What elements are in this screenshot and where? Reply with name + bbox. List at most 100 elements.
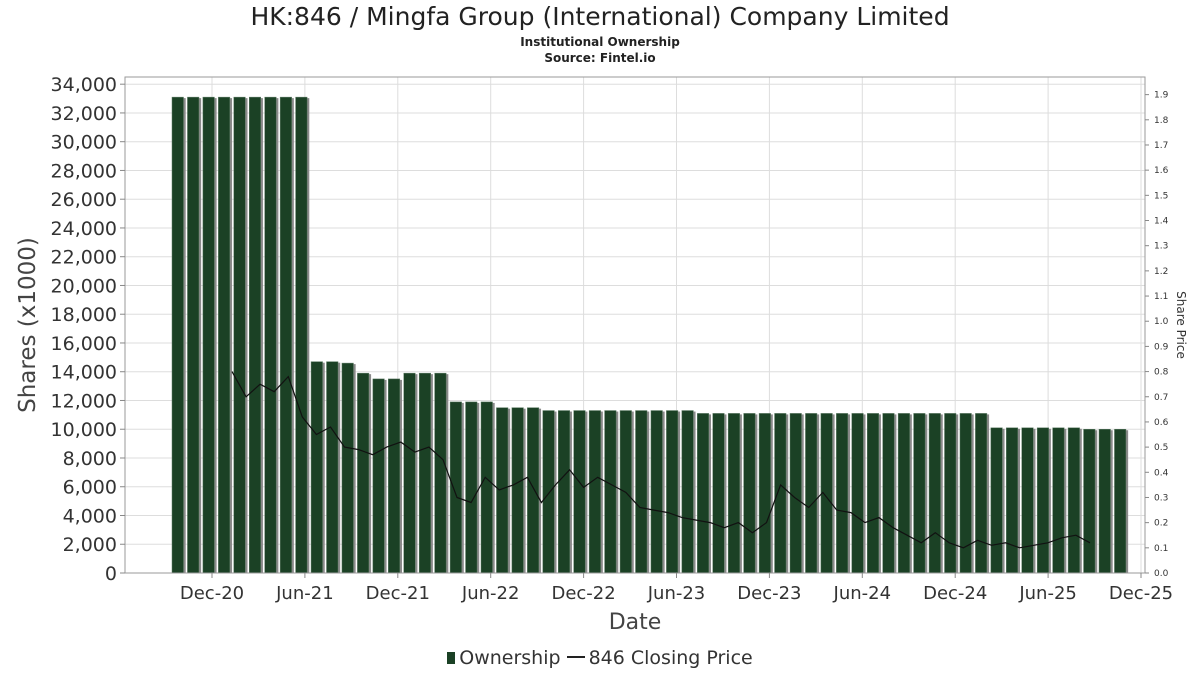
- y2-tick-label: 0.6: [1154, 418, 1169, 428]
- ownership-bar: [403, 372, 416, 574]
- y-axis-title: Shares (x1000): [15, 237, 41, 413]
- y2-tick-label: 0.8: [1154, 368, 1169, 378]
- ownership-bar: [805, 413, 818, 574]
- y-tick-label: 18,000: [51, 304, 117, 326]
- y2-tick-label: 1.1: [1154, 292, 1168, 302]
- ownership-bars: [171, 96, 1129, 574]
- ownership-bar: [388, 378, 401, 574]
- ownership-bar: [1052, 427, 1065, 574]
- ownership-bar: [789, 413, 802, 574]
- y2-tick-label: 0.7: [1154, 393, 1168, 403]
- x-axis-title: Date: [609, 610, 662, 635]
- ownership-bar: [743, 413, 756, 574]
- ownership-bar: [990, 427, 1003, 574]
- ownership-bar: [218, 96, 231, 574]
- y2-tick-label: 1.7: [1154, 141, 1168, 151]
- ownership-bar: [867, 413, 879, 574]
- y-tick-label: 12,000: [51, 390, 117, 412]
- ownership-bar: [449, 401, 462, 574]
- ownership-bar: [310, 361, 323, 574]
- y2-tick-label: 1.4: [1154, 217, 1169, 227]
- ownership-bar: [697, 413, 710, 574]
- ownership-bar: [1021, 427, 1034, 574]
- price-line-layer: [231, 371, 1091, 549]
- y2-tick-label: 0.3: [1154, 493, 1168, 503]
- ownership-bar: [372, 378, 385, 574]
- ownership-bar: [959, 413, 972, 574]
- ownership-bar: [944, 413, 957, 574]
- ownership-bar: [727, 413, 740, 574]
- y-tick-label: 32,000: [51, 103, 117, 125]
- x-tick-label: Dec-23: [737, 583, 801, 604]
- chart-subtitle-line-2: Source: Fintel.io: [544, 51, 656, 65]
- y2-tick-label: 1.2: [1154, 267, 1168, 277]
- y-tick-label: 0: [105, 563, 117, 585]
- y2-tick-label: 0.4: [1154, 468, 1169, 478]
- ownership-bar: [758, 413, 771, 574]
- legend-ownership-label: Ownership: [459, 647, 561, 669]
- ownership-bar: [542, 410, 555, 574]
- ownership-bar: [635, 410, 648, 574]
- x-tick-label: Jun-23: [647, 583, 706, 604]
- y2-tick-label: 0.1: [1154, 544, 1168, 554]
- bottom-axis: Dec-20 Jun-21 Dec-21 Jun-22 Dec-22 Jun-23 Dec-…: [180, 573, 1173, 604]
- ownership-bar: [712, 413, 725, 574]
- x-tick-label: Dec-20: [180, 583, 244, 604]
- y2-tick-label: 1.5: [1154, 191, 1168, 201]
- ownership-bar: [171, 96, 184, 574]
- ownership-bar: [975, 413, 988, 574]
- y2-tick-label: 1.3: [1154, 242, 1168, 252]
- y2-tick-label: 0.9: [1154, 342, 1169, 352]
- ownership-bar: [249, 96, 261, 574]
- ownership-bar: [511, 407, 524, 574]
- ownership-bar: [357, 372, 370, 574]
- ownership-bar: [326, 361, 339, 574]
- ownership-bar: [913, 413, 926, 574]
- chart-subtitle-line-1: Institutional Ownership: [520, 35, 680, 49]
- ownership-bar: [666, 410, 679, 574]
- ownership-bar: [233, 96, 246, 574]
- ownership-bar: [558, 410, 570, 574]
- ownership-bar: [573, 410, 586, 574]
- y2-tick-label: 0.0: [1154, 569, 1169, 579]
- ownership-bar: [928, 413, 941, 574]
- ownership-bar: [341, 362, 354, 574]
- y-tick-label: 20,000: [51, 275, 117, 297]
- x-tick-label: Dec-24: [923, 583, 987, 604]
- ownership-bar: [1114, 428, 1127, 574]
- ownership-bar: [295, 96, 308, 574]
- ownership-bar: [418, 372, 431, 574]
- ownership-bar: [1036, 427, 1049, 574]
- y2-tick-label: 1.0: [1154, 317, 1169, 327]
- y-tick-label: 4,000: [63, 505, 117, 527]
- ownership-bar: [1098, 428, 1111, 574]
- ownership-bar: [279, 96, 292, 574]
- x-tick-label: Jun-25: [1018, 583, 1077, 604]
- plot-area-frame: [124, 76, 1146, 574]
- ownership-bar: [836, 413, 849, 574]
- x-tick-label: Dec-22: [551, 583, 615, 604]
- y-tick-label: 10,000: [51, 419, 117, 441]
- y2-axis-title: Share Price: [1174, 291, 1188, 359]
- ownership-bar: [681, 410, 694, 574]
- y2-tick-label: 0.5: [1154, 443, 1168, 453]
- y-tick-label: 16,000: [51, 333, 117, 355]
- y-tick-label: 30,000: [51, 132, 117, 154]
- ownership-bar: [774, 413, 787, 574]
- chart-legend: Ownership 846 Closing Price: [0, 647, 1200, 669]
- chart-title: HK:846 / Mingfa Group (International) Co…: [250, 2, 950, 31]
- ownership-bar: [588, 410, 601, 574]
- y-tick-label: 14,000: [51, 362, 117, 384]
- y-tick-label: 6,000: [63, 477, 117, 499]
- y2-tick-label: 1.6: [1154, 166, 1169, 176]
- y-tick-label: 28,000: [51, 160, 117, 182]
- y-tick-label: 26,000: [51, 189, 117, 211]
- y-tick-label: 34,000: [51, 74, 117, 96]
- price-line: [231, 371, 1091, 549]
- ownership-bar: [1067, 427, 1080, 574]
- y2-tick-label: 1.9: [1154, 91, 1169, 101]
- left-axis: 0 2,000 4,000 6,000 8,000 10,000 12,000 14,000 1…: [51, 74, 125, 585]
- y-tick-label: 2,000: [63, 534, 117, 556]
- right-axis: 0.0 0.1 0.2 0.3 0.4 0.5 0.6 0.7 0.8 0.9 1.0 1.1 1.2 1…: [1145, 91, 1169, 579]
